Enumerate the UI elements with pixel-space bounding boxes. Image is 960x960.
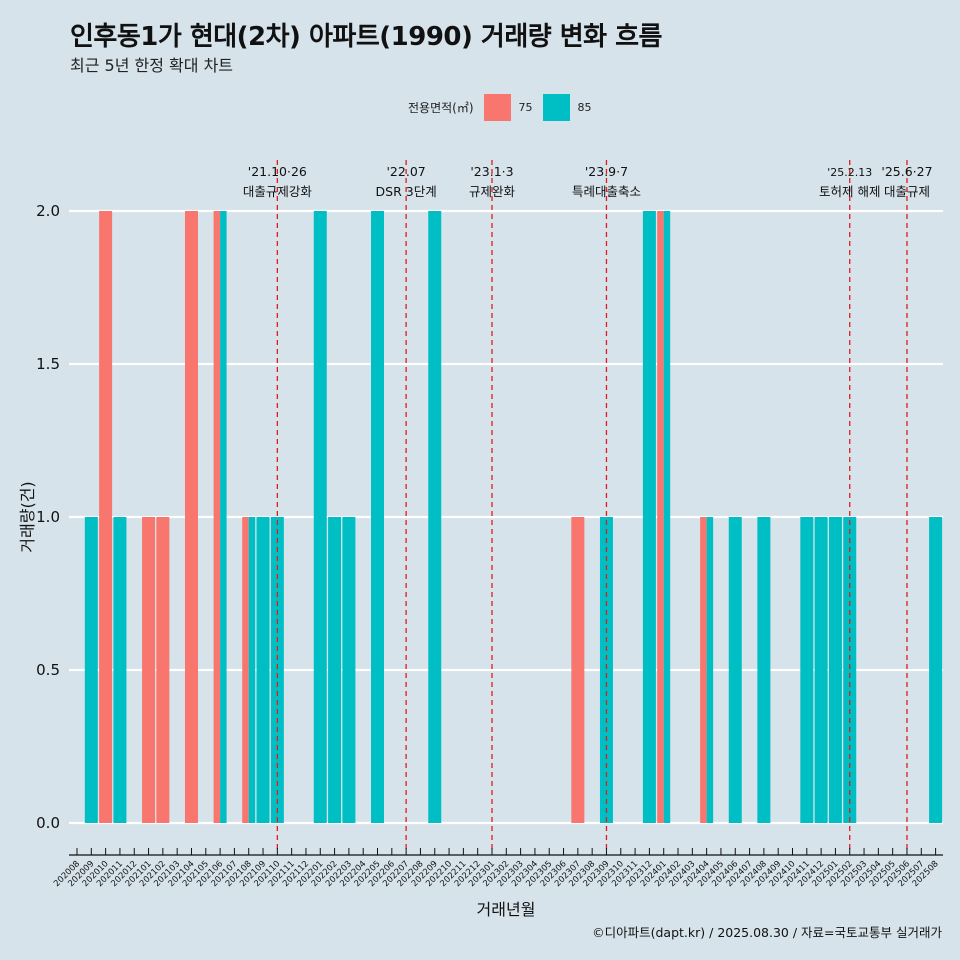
bar-85-202011 — [113, 517, 127, 823]
event-label: 규제완화 — [469, 184, 516, 199]
bar-85-202110 — [270, 517, 284, 823]
y-tick-labels: 0.0 0.5 1.0 1.5 2.0 — [36, 202, 60, 832]
y-tick-label: 2.0 — [36, 202, 60, 220]
event-annotations: '21.10·26 대출규제강화 '22.07 DSR 3단계 '23.1·3 규제완화 '… — [243, 164, 933, 199]
bar-85-202106 — [220, 211, 227, 823]
event-date: '25.6·27 — [881, 164, 932, 179]
event-date: '22.07 — [387, 164, 426, 179]
event-label: 대출규제 — [884, 184, 930, 199]
bar-85-202209 — [428, 211, 442, 823]
bar-85-202309 — [599, 517, 613, 823]
legend-swatch-85 — [542, 93, 570, 121]
bar-75-202104 — [184, 211, 198, 823]
event-label: 대출규제강화 — [243, 184, 313, 199]
legend-label-75: 75 — [518, 100, 533, 114]
caption: ©디아파트(dapt.kr) / 2025.08.30 / 자료=국토교통부 실… — [592, 925, 942, 940]
bar-75-202106 — [213, 211, 221, 823]
bar-85-202501 — [828, 517, 842, 823]
event-date: '23.9·7 — [585, 164, 628, 179]
event-label: DSR 3단계 — [376, 184, 437, 199]
bar-75-202101 — [142, 517, 156, 823]
bar-75-202401 — [657, 211, 664, 823]
bar-75-202102 — [156, 517, 170, 823]
event-date: '21.10·26 — [248, 164, 307, 179]
chart-title: 인후동1가 현대(2차) 아파트(1990) 거래량 변화 흐름 — [70, 22, 662, 52]
legend-label-85: 85 — [577, 100, 592, 114]
event-lines — [276, 160, 908, 850]
bar-85-202412 — [814, 517, 828, 823]
x-axis-label: 거래년월 — [477, 900, 536, 919]
bar-85-202508 — [929, 517, 943, 823]
bar-85-202203 — [342, 517, 356, 823]
bar-85-202312 — [642, 211, 656, 823]
y-tick-label: 0.5 — [36, 661, 60, 679]
bar-85-202009 — [84, 517, 98, 823]
legend-swatch-75 — [483, 93, 511, 121]
bar-75-202404 — [700, 517, 707, 823]
bar-85-202202 — [328, 517, 342, 823]
bar-85-202401 — [663, 211, 671, 823]
bar-85-202109 — [256, 517, 270, 823]
event-label: 특례대출축소 — [572, 184, 641, 199]
bar-85-202502 — [843, 517, 857, 823]
chart-subtitle: 최근 5년 한정 확대 차트 — [70, 56, 234, 75]
y-axis-label: 거래량(건) — [18, 481, 37, 552]
x-axis: 2020082020092020102020112020122021012021… — [52, 848, 943, 889]
bar-85-202411 — [800, 517, 814, 823]
y-tick-label: 1.0 — [36, 508, 60, 526]
bar-85-202108 — [248, 517, 256, 823]
bar-85-202205 — [371, 211, 385, 823]
event-label: 토허제 해제 — [819, 184, 880, 199]
event-date: '25.2.13 — [827, 166, 872, 179]
bar-75-202010 — [99, 211, 113, 823]
bar-85-202408 — [757, 517, 771, 823]
bar-75-202307 — [571, 517, 585, 823]
bar-85-202406 — [728, 517, 742, 823]
bars — [84, 211, 943, 823]
bar-85-202201 — [313, 211, 327, 823]
bar-75-202108 — [242, 517, 249, 823]
y-tick-label: 0.0 — [36, 814, 60, 832]
legend-title: 전용면적(㎡) — [408, 100, 474, 115]
y-tick-label: 1.5 — [36, 355, 60, 373]
bar-85-202404 — [706, 517, 714, 823]
legend: 전용면적(㎡) 75 85 — [408, 93, 602, 121]
event-date: '23.1·3 — [470, 164, 513, 179]
